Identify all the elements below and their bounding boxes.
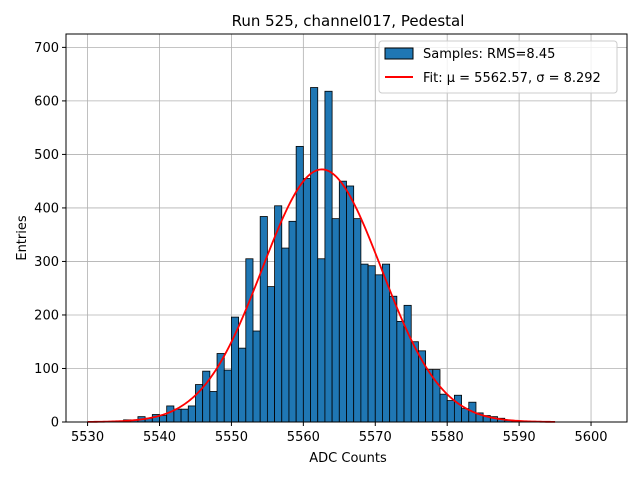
histogram-bar — [338, 180, 347, 423]
legend-label-fit: Fit: μ = 5562.57, σ = 8.292 — [423, 71, 601, 86]
histogram-bar — [331, 218, 340, 423]
legend-label-samples: Samples: RMS=8.45 — [423, 47, 555, 62]
histogram-bar — [266, 286, 275, 423]
x-tick-label: 5600 — [574, 430, 607, 445]
histogram-bar — [252, 330, 261, 423]
legend: Samples: RMS=8.45 Fit: μ = 5562.57, σ = … — [378, 40, 618, 94]
x-tick-label: 5570 — [359, 430, 392, 445]
histogram-bar — [187, 405, 196, 423]
histogram-bar — [453, 394, 462, 423]
histogram-bar — [223, 369, 232, 423]
y-tick-label: 700 — [34, 41, 59, 56]
y-tick-label: 300 — [34, 255, 59, 270]
x-tick-label: 5590 — [503, 430, 536, 445]
histogram-bar — [396, 320, 405, 423]
y-tick-label: 400 — [34, 201, 59, 216]
histogram-bar — [302, 178, 311, 423]
x-tick-label: 5580 — [431, 430, 464, 445]
histogram-bar — [281, 247, 290, 423]
histogram-bar — [324, 90, 333, 423]
histogram-bar — [317, 258, 326, 423]
histogram-bar — [310, 87, 319, 423]
y-tick-label: 100 — [34, 362, 59, 377]
plot-area: 5530 5540 5550 5560 5570 5580 5590 5600 0 100 200 3… — [34, 33, 628, 445]
histogram-bar — [245, 258, 254, 423]
histogram-bar — [173, 408, 182, 423]
histogram-bar — [374, 274, 383, 423]
histogram-bar — [439, 393, 448, 423]
histogram-bar — [446, 400, 455, 423]
fit-curve — [87, 168, 556, 423]
histogram-bar — [238, 347, 247, 423]
histogram-bar — [403, 304, 412, 423]
histogram-bar — [209, 391, 218, 423]
histogram-bar — [425, 369, 434, 423]
histogram-bar — [180, 408, 189, 423]
histogram-bar — [159, 415, 168, 423]
y-tick-label: 500 — [34, 148, 59, 163]
legend-swatch-samples — [384, 47, 414, 60]
histogram-bar — [259, 216, 268, 423]
histogram-bar — [353, 218, 362, 423]
plot-frame — [65, 33, 628, 423]
histogram-bar — [367, 265, 376, 423]
y-tick-label: 200 — [34, 308, 59, 323]
legend-box — [378, 40, 618, 94]
histogram-bar — [288, 220, 297, 423]
x-tick-label: 5560 — [287, 430, 320, 445]
y-tick-label: 600 — [34, 94, 59, 109]
chart-title: Run 525, channel017, Pedestal — [232, 12, 465, 30]
x-tick-label: 5530 — [71, 430, 104, 445]
x-axis-title: ADC Counts — [309, 451, 387, 466]
y-axis-title: Entries — [15, 215, 30, 261]
histogram-bar — [360, 263, 369, 423]
y-tick-label: 0 — [51, 416, 59, 431]
x-tick-label: 5550 — [215, 430, 248, 445]
histogram-bar — [346, 185, 355, 423]
x-tick-label: 5540 — [143, 430, 176, 445]
histogram-bar — [461, 408, 470, 423]
histogram-bar — [389, 295, 398, 423]
histogram-bar — [274, 205, 283, 423]
